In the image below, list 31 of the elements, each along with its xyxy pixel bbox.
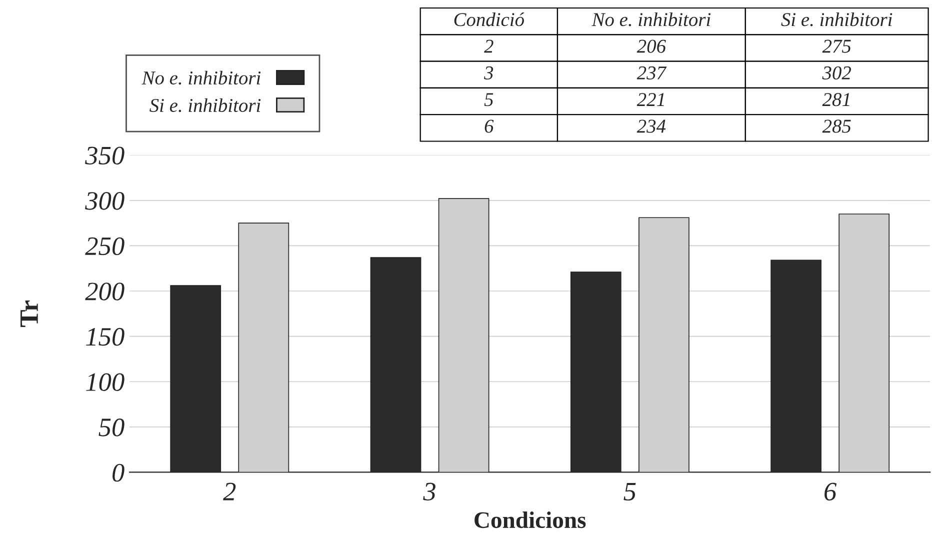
text: 302 xyxy=(822,66,851,80)
text: 275 xyxy=(822,40,851,53)
text: 206 xyxy=(636,40,666,53)
legend-label: No e. inhibitori xyxy=(142,70,261,85)
text: 281 xyxy=(822,93,850,106)
text: 221 xyxy=(636,93,664,106)
x-tick-label: 6 xyxy=(824,482,837,501)
text: No e. inhibitori xyxy=(592,12,711,26)
text: 5 xyxy=(484,93,494,106)
y-tick-label: 350 xyxy=(85,146,124,165)
y-tick-label: 200 xyxy=(85,282,124,300)
y-tick-label: 50 xyxy=(98,418,124,436)
y-tick-label: 250 xyxy=(85,237,124,256)
text: 3 xyxy=(484,66,494,80)
y-tick-label: 300 xyxy=(85,192,124,210)
x-tick-label: 3 xyxy=(423,482,436,501)
x-tick-label: 5 xyxy=(624,482,636,501)
legend-label: Si e. inhibitori xyxy=(150,98,261,112)
x-axis-title: Condicions xyxy=(474,511,586,528)
text: 237 xyxy=(636,66,667,80)
y-tick-label: 150 xyxy=(86,328,124,346)
text: Si e. inhibitori xyxy=(781,12,892,26)
y-tick-label: 100 xyxy=(86,373,124,392)
x-tick-label: 2 xyxy=(223,482,236,500)
y-tick-label: 0 xyxy=(112,464,124,482)
text: 234 xyxy=(636,120,666,133)
text: Condició xyxy=(454,12,524,26)
text: 2 xyxy=(484,40,494,53)
text: 6 xyxy=(484,120,494,133)
text: 285 xyxy=(822,120,851,133)
y-axis-title: Tr xyxy=(20,300,38,327)
